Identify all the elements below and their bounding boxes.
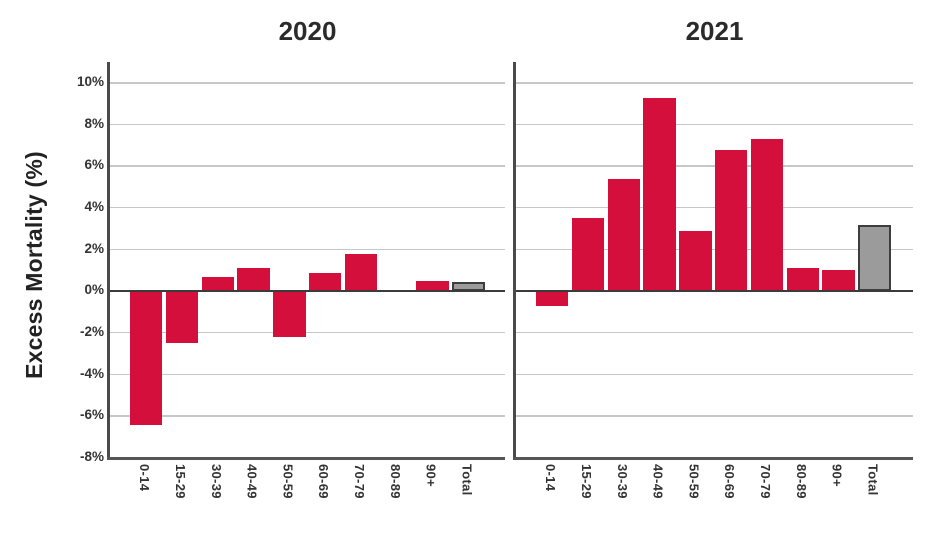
bar-2020-40-49 — [237, 268, 270, 292]
x-tick-label-40-49: 40-49 — [650, 464, 666, 499]
x-tick-label-80-89: 80-89 — [793, 464, 809, 499]
gridline--6pct — [516, 415, 913, 417]
y-axis-line-2020 — [107, 62, 110, 460]
x-tick-label-60-69: 60-69 — [722, 464, 738, 499]
y-tick-label--4%: -4% — [79, 365, 104, 381]
x-tick-label-30-39: 30-39 — [614, 464, 630, 499]
y-axis-title: Excess Mortality (%) — [21, 151, 47, 379]
y-tick-label--6%: -6% — [79, 407, 104, 423]
x-tick-label-70-79: 70-79 — [352, 464, 367, 499]
bar-2020-60-69 — [309, 272, 342, 292]
bar-2021-Total — [858, 224, 891, 292]
gridline-6pct — [516, 165, 913, 167]
bar-2021-40-49 — [643, 97, 676, 292]
x-tick-label-0-14: 0-14 — [543, 464, 559, 492]
gridline--6pct — [110, 415, 505, 417]
x-tick-label-30-39: 30-39 — [208, 464, 224, 499]
x-tick-label-50-59: 50-59 — [280, 464, 296, 499]
x-axis-line-2021 — [513, 457, 913, 460]
gridline--2pct — [516, 331, 913, 334]
gridline-8pct — [110, 123, 505, 126]
x-axis-line-2020 — [107, 457, 505, 460]
x-tick-label-90+: 90+ — [423, 464, 439, 487]
gridline--2pct — [110, 331, 505, 334]
x-tick-label-80-89: 80-89 — [387, 464, 403, 499]
bar-2020-0-14 — [130, 291, 163, 425]
bar-2021-60-69 — [715, 149, 748, 292]
zero-line — [110, 289, 505, 292]
bar-2021-70-79 — [750, 139, 784, 292]
y-tick-label--2%: -2% — [79, 323, 104, 339]
bar-2021-15-29 — [571, 218, 605, 292]
bar-2021-80-89 — [786, 268, 819, 292]
panel-plot-2020: 0-14 15-29 30-39 40-49 50-59 60-69 70-79 80-89 9… — [110, 62, 505, 499]
x-tick-label-Total: Total — [865, 464, 881, 496]
bar-2021-90+ — [822, 270, 855, 292]
bar-2021-30-39 — [607, 178, 640, 292]
bar-2020-70-79 — [344, 253, 378, 292]
y-axis-line-2021 — [513, 62, 516, 460]
panel-title-2020: 2020 — [278, 16, 337, 46]
x-tick-label-70-79: 70-79 — [758, 464, 773, 499]
x-tick-label-0-14: 0-14 — [137, 464, 153, 492]
y-tick-label-0%: 0% — [84, 282, 104, 298]
gridline--4pct — [110, 373, 505, 376]
gridline-8pct — [516, 123, 913, 126]
y-tick-label-4%: 4% — [84, 198, 104, 214]
gridline-10pct — [110, 82, 505, 84]
x-tick-label-90+: 90+ — [829, 464, 845, 487]
gridline-10pct — [516, 82, 913, 84]
bar-2020-50-59 — [273, 291, 306, 338]
bar-2020-15-29 — [165, 291, 199, 344]
panel-plot-2021: 0-14 15-29 30-39 40-49 50-59 60-69 70-79 80-89 9… — [516, 62, 913, 499]
bar-2020-90+ — [416, 280, 449, 292]
gridline-4pct — [516, 206, 913, 209]
x-tick-label-15-29: 15-29 — [579, 464, 594, 499]
gridline-6pct — [110, 165, 505, 167]
gridline-4pct — [110, 206, 505, 209]
y-tick-label--8%: -8% — [79, 448, 104, 464]
gridline-2pct — [110, 248, 505, 251]
x-tick-label-60-69: 60-69 — [316, 464, 332, 499]
bar-2021-50-59 — [679, 230, 712, 292]
y-tick-label-10%: 10% — [76, 74, 104, 89]
x-tick-label-40-49: 40-49 — [244, 464, 260, 499]
x-tick-label-15-29: 15-29 — [173, 464, 188, 499]
x-tick-label-Total: Total — [459, 464, 475, 496]
y-tick-label-6%: 6% — [84, 157, 104, 173]
panel-title-2021: 2021 — [685, 16, 744, 46]
x-tick-label-50-59: 50-59 — [686, 464, 702, 499]
zero-line — [516, 289, 913, 292]
gridline--4pct — [516, 373, 913, 376]
y-tick-label-8%: 8% — [84, 115, 104, 131]
bar-2020-30-39 — [201, 276, 234, 292]
bar-2021-0-14 — [536, 291, 569, 306]
y-tick-label-2%: 2% — [84, 240, 104, 256]
gridline-2pct — [516, 248, 913, 251]
